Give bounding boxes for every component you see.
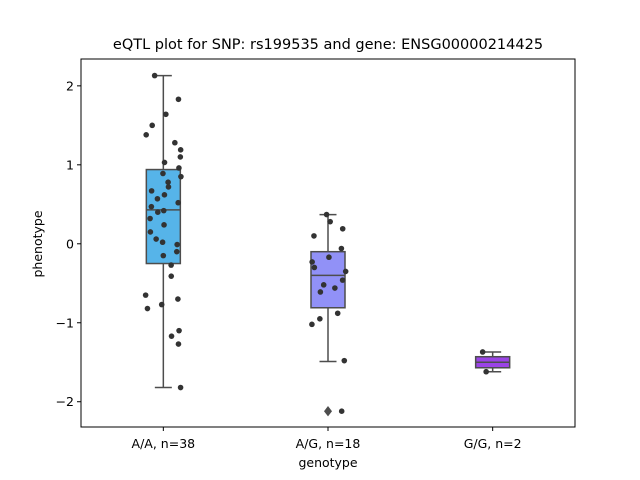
box-group (142, 72, 184, 391)
data-point (177, 154, 184, 160)
data-point (172, 139, 178, 146)
iqr-box (145, 168, 182, 265)
y-tick-label: 0 (66, 236, 74, 251)
data-point (160, 252, 167, 259)
data-point (341, 357, 348, 364)
data-point (483, 368, 489, 375)
y-tick-label: 2 (66, 78, 74, 93)
data-point (161, 159, 168, 166)
chart-title: eQTL plot for SNP: rs199535 and gene: EN… (113, 37, 543, 53)
data-point (317, 316, 323, 322)
data-point (334, 310, 341, 317)
data-point (326, 254, 332, 261)
plot-area: −2 −1 0 1 2 A/A, n=38 A/G, n=18 G/G, n=2 (56, 72, 522, 451)
data-point (147, 229, 154, 235)
data-point (155, 209, 161, 216)
x-tick-label: A/A, n=38 (132, 436, 196, 451)
data-point (174, 241, 180, 248)
data-point (177, 147, 184, 153)
y-axis-label: phenotype (30, 210, 45, 277)
data-point (163, 111, 169, 118)
data-point (165, 179, 171, 185)
data-point (176, 165, 182, 171)
box-group (309, 211, 349, 417)
data-point (148, 203, 155, 210)
data-point (151, 72, 158, 79)
y-tick-label: −2 (56, 394, 74, 409)
y-tick-label: −1 (56, 315, 74, 330)
data-point (320, 282, 327, 288)
data-point (161, 222, 167, 228)
data-point (168, 333, 175, 339)
data-point (327, 218, 333, 225)
outlier-marker (324, 406, 332, 417)
data-point (147, 215, 153, 222)
data-point (148, 188, 155, 194)
x-tick-label: A/G, n=18 (296, 436, 361, 451)
data-point (311, 233, 317, 239)
data-point (160, 207, 167, 214)
data-point (338, 408, 345, 415)
data-point (178, 173, 184, 180)
data-point (173, 248, 180, 255)
data-point (143, 132, 149, 138)
data-point (311, 264, 318, 271)
data-point (332, 285, 338, 291)
data-point (175, 296, 181, 302)
data-point (165, 184, 172, 190)
data-point (176, 327, 182, 334)
x-tick-label: G/G, n=2 (464, 436, 522, 451)
data-point (142, 292, 149, 298)
data-point (175, 199, 181, 206)
data-point (309, 259, 315, 265)
data-point (339, 225, 346, 232)
y-tick-label: 1 (66, 157, 74, 172)
data-point (323, 211, 330, 218)
data-point (479, 349, 486, 355)
data-point (149, 122, 156, 129)
data-point (159, 239, 166, 246)
data-point (175, 96, 182, 103)
data-point (342, 268, 349, 275)
data-point (175, 341, 182, 347)
data-point (168, 262, 174, 268)
data-point (338, 245, 345, 252)
plot-frame (80, 58, 576, 428)
data-point (177, 384, 184, 391)
data-point (168, 273, 175, 279)
data-point (339, 277, 346, 283)
data-point (317, 289, 324, 295)
box-group (474, 349, 511, 375)
data-point (154, 195, 161, 202)
x-axis-label: genotype (298, 455, 357, 470)
data-point (158, 301, 165, 308)
data-point (144, 305, 151, 312)
data-point (309, 321, 315, 328)
data-point (160, 170, 166, 177)
data-point (153, 236, 159, 242)
data-point (161, 192, 168, 198)
